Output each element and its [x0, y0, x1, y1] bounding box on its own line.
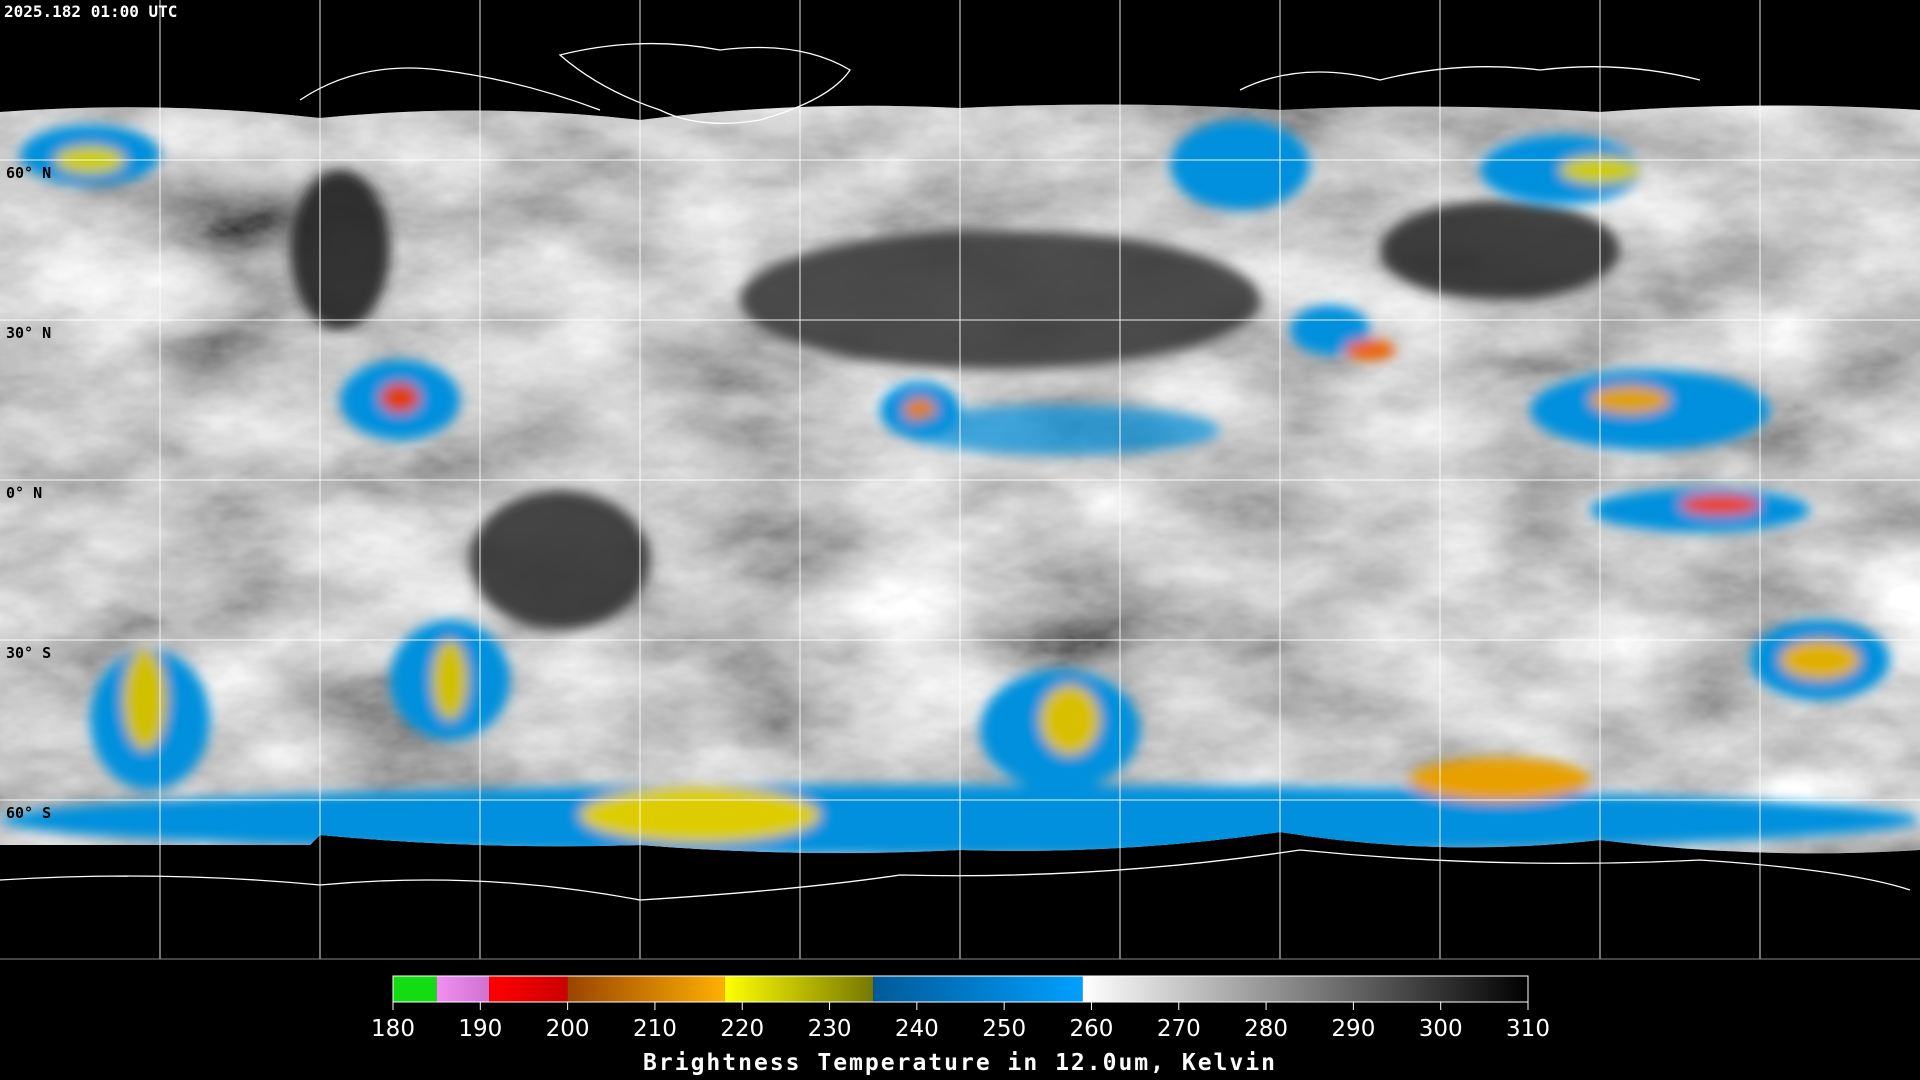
colorbar-segment: [436, 976, 490, 1002]
lat-lon-grid: [0, 0, 1920, 959]
lat-label: 60° S: [6, 804, 51, 822]
timestamp: 2025.182 01:00 UTC: [4, 2, 177, 21]
colorbar-tick-label: 230: [808, 1016, 852, 1042]
colorbar-tick-label: 280: [1244, 1016, 1288, 1042]
colorbar: 180 190 200 210 220 230 240 250 260 270 280 290 300 3…: [371, 976, 1550, 1042]
colorbar-tick-label: 310: [1506, 1016, 1550, 1042]
lat-label: 30° N: [6, 324, 51, 342]
colorbar-tick-label: 200: [546, 1016, 590, 1042]
colorbar-tick-label: 290: [1331, 1016, 1375, 1042]
colorbar-tick-label: 250: [982, 1016, 1026, 1042]
colorbar-segment: [724, 976, 874, 1002]
lat-label: 0° N: [6, 484, 42, 502]
colorbar-tick-label: 300: [1419, 1016, 1463, 1042]
colorbar-tick-label: 190: [458, 1016, 502, 1042]
colorbar-segment: [393, 976, 437, 1002]
colorbar-tick-label: 180: [371, 1016, 415, 1042]
colorbar-tick-label: 210: [633, 1016, 677, 1042]
colorbar-frame: [392, 975, 1529, 1003]
latitude-labels: 60° N 30° N 0° N 30° S 60° S: [6, 164, 51, 822]
lat-label: 60° N: [6, 164, 51, 182]
colorbar-tick-label: 260: [1070, 1016, 1114, 1042]
colorbar-tick-label: 270: [1157, 1016, 1201, 1042]
colorbar-segment: [567, 976, 725, 1002]
colorbar-segment: [489, 976, 568, 1002]
colorbar-title: Brightness Temperature in 12.0um, Kelvin: [643, 1050, 1277, 1076]
colorbar-segment: [1082, 976, 1528, 1002]
colorbar-tick-label: 240: [895, 1016, 939, 1042]
colorbar-tick-label: 220: [720, 1016, 764, 1042]
colorbar-segment: [873, 976, 1083, 1002]
lat-label: 30° S: [6, 644, 51, 662]
